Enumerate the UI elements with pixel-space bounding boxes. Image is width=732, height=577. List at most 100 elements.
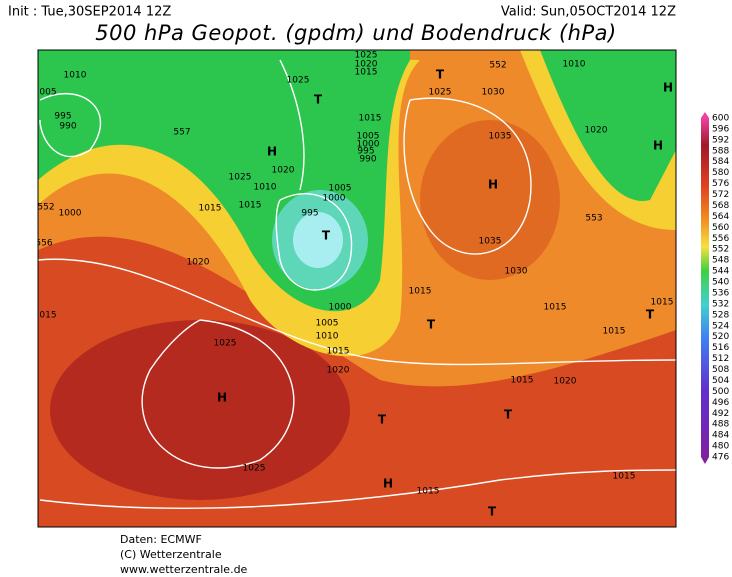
colorbar-label: 596 <box>712 124 729 134</box>
pressure-center: H <box>488 178 498 192</box>
isobar-label: 1025 <box>243 464 266 474</box>
isobar-label: 1005 <box>329 184 352 194</box>
isobar-label: 1015 <box>355 68 378 78</box>
isobar-label: 1020 <box>187 258 210 268</box>
valid-time: Valid: Sun,05OCT2014 12Z <box>501 5 676 20</box>
footer-source: Daten: ECMWF <box>120 533 202 546</box>
isobar-label: 995 <box>301 209 318 219</box>
colorbar-label: 576 <box>712 179 729 189</box>
colorbar-label: 560 <box>712 223 729 233</box>
isobar-label: 1020 <box>327 366 350 376</box>
pressure-center: T <box>322 229 331 243</box>
isobar <box>39 92 102 158</box>
colorbar-label: 564 <box>712 212 729 222</box>
isobar <box>39 469 676 509</box>
isobar-label: 1015 <box>613 472 636 482</box>
isobar <box>279 59 305 191</box>
isobar-label: 1030 <box>505 267 528 277</box>
isobar <box>403 97 532 255</box>
colorbar-label: 488 <box>712 420 729 430</box>
pressure-center: T <box>314 93 323 107</box>
pressure-center: T <box>427 318 436 332</box>
warm-core <box>50 320 350 500</box>
green-zone-east <box>540 50 676 201</box>
isobar-label: 1005 <box>357 132 380 142</box>
colorbar-label: 528 <box>712 310 729 320</box>
isobar <box>141 319 295 469</box>
isobar-label: 1020 <box>355 60 378 70</box>
colorbar-label: 532 <box>712 299 729 309</box>
isobar-label: 1010 <box>316 332 339 342</box>
pressure-center: H <box>653 139 663 153</box>
colorbar-label: 500 <box>712 387 729 397</box>
isobar-label: 552 <box>37 203 54 213</box>
isobar-label: 553 <box>585 214 602 224</box>
isobar-label: 1035 <box>479 237 502 247</box>
isobar-label: 1025 <box>229 173 252 183</box>
isobar-label: 995 <box>54 112 71 122</box>
colorbar-label: 580 <box>712 168 729 178</box>
isobar-label: 995 <box>357 147 374 157</box>
isobar <box>275 193 353 291</box>
colorbar-label: 508 <box>712 365 729 375</box>
map-labels: 10100059959905571025102510201015TH102010… <box>35 51 674 519</box>
colorbar-label: 552 <box>712 245 729 255</box>
isobar-label: 1020 <box>585 126 608 136</box>
colorbar-label: 588 <box>712 146 729 156</box>
colorbar-label: 492 <box>712 409 729 419</box>
isobars <box>38 59 676 509</box>
isobar-label: 1000 <box>59 209 82 219</box>
isobar-label: 1000 <box>329 303 352 313</box>
colorbar-label: 480 <box>712 442 729 452</box>
isobar-label: 556 <box>35 239 52 249</box>
colorbar-top-arrow <box>701 112 709 118</box>
isobar-label: 1005 <box>316 319 339 329</box>
colorbar-label: 572 <box>712 190 729 200</box>
footer-url: www.wetterzentrale.de <box>120 563 248 576</box>
colorbar-label: 584 <box>712 157 729 167</box>
colorbar-label: 556 <box>712 234 729 244</box>
colorbar-label: 484 <box>712 431 729 441</box>
colorbar-label: 536 <box>712 288 729 298</box>
isobar-label: 1010 <box>64 71 87 81</box>
colorbar-label: 600 <box>712 114 729 124</box>
colorbar-label: 544 <box>712 267 729 277</box>
colorbar <box>701 118 709 457</box>
colorbar-label: 496 <box>712 398 729 408</box>
pressure-center: H <box>217 391 227 405</box>
colorbar-label: 548 <box>712 256 729 266</box>
isobar-label: 1035 <box>489 132 512 142</box>
footer-copyright: (C) Wetterzentrale <box>120 548 222 561</box>
colorbar-label: 524 <box>712 321 729 331</box>
colorbar-label: 476 <box>712 453 729 463</box>
isobar-label: 1015 <box>359 114 382 124</box>
isobar-label: 1015 <box>651 298 674 308</box>
colorbar-label: 520 <box>712 332 729 342</box>
pressure-center: H <box>267 145 277 159</box>
isobar-label: 1030 <box>482 88 505 98</box>
pressure-center: T <box>436 68 445 82</box>
isobar-label: 1020 <box>272 166 295 176</box>
pressure-center: H <box>663 81 673 95</box>
isobar-label: 1000 <box>323 194 346 204</box>
isobar-label: 1015 <box>417 487 440 497</box>
isobar-label: 990 <box>359 155 376 165</box>
isobar-label: 552 <box>489 61 506 71</box>
map-frame <box>37 49 677 528</box>
colorbar-label: 592 <box>712 135 729 145</box>
cold-core-inner <box>293 212 343 268</box>
isobar <box>38 258 676 366</box>
pressure-center: T <box>488 505 497 519</box>
isobar-label: 005 <box>39 88 56 98</box>
map-area: 10100059959905571025102510201015TH102010… <box>35 50 676 527</box>
pressure-center: H <box>383 477 393 491</box>
init-time: Init : Tue,30SEP2014 12Z <box>8 5 171 20</box>
isobar-label: 1010 <box>254 183 277 193</box>
isobar-label: 1015 <box>409 287 432 297</box>
colorbar-label: 504 <box>712 376 729 386</box>
isobar-label: 557 <box>173 128 190 138</box>
colorbar-bottom-arrow <box>701 457 709 464</box>
isobar-label: 1015 <box>544 303 567 313</box>
isobar-label: 1015 <box>239 201 262 211</box>
